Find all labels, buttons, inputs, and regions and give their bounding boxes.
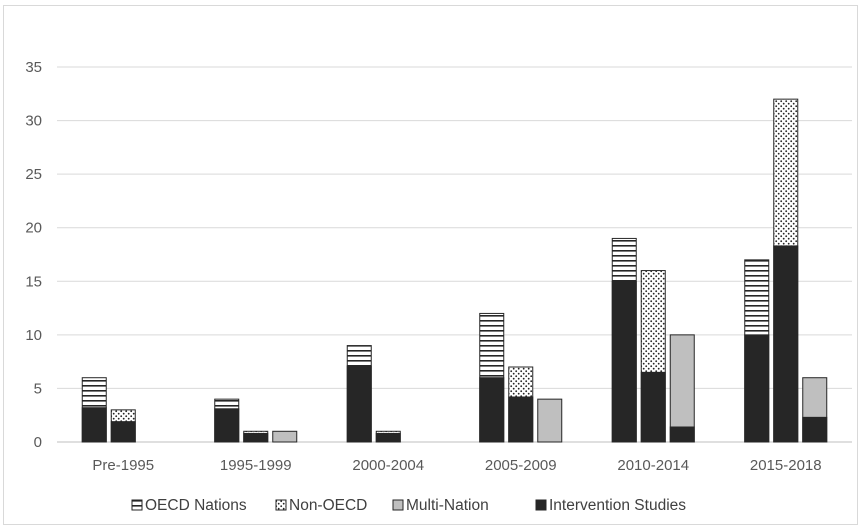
y-tick-label: 5 — [34, 380, 42, 397]
bar-intervention-studies — [480, 378, 504, 442]
bar-intervention-studies — [376, 433, 400, 442]
x-tick-label: 2000-2004 — [352, 457, 424, 474]
y-tick-label: 30 — [25, 113, 42, 130]
bar-multi-nation — [670, 335, 694, 442]
legend-item: Non-OECD — [276, 497, 367, 514]
y-tick-label: 35 — [25, 59, 42, 76]
legend-item: Multi-Nation — [393, 497, 489, 514]
y-tick-label: 0 — [34, 434, 42, 451]
x-tick-label: Pre-1995 — [92, 457, 154, 474]
legend-swatch — [132, 500, 142, 510]
x-tick-label: 2010-2014 — [617, 457, 689, 474]
legend-item: Intervention Studies — [536, 497, 686, 514]
bar-intervention-studies — [347, 366, 371, 442]
bar-intervention-studies — [244, 433, 268, 442]
bars — [82, 99, 827, 442]
bar-intervention-studies — [745, 335, 769, 442]
bar-intervention-studies — [509, 397, 533, 442]
legend-label: Non-OECD — [289, 497, 367, 514]
bar-intervention-studies — [82, 408, 106, 442]
bar-intervention-studies — [641, 372, 665, 442]
bar-intervention-studies — [612, 281, 636, 442]
bar-multi-nation — [538, 399, 562, 442]
legend: OECD Nations Non-OECD Multi-Nation Interven… — [132, 497, 686, 514]
bar-intervention-studies — [774, 246, 798, 442]
y-tick-label: 15 — [25, 273, 42, 290]
x-tick-label: 2005-2009 — [485, 457, 557, 474]
y-tick-label: 25 — [25, 166, 42, 183]
legend-item: OECD Nations — [132, 497, 247, 514]
y-axis-ticks: 0 5 10 15 20 25 30 35 — [25, 59, 42, 451]
y-tick-label: 10 — [25, 327, 42, 344]
legend-swatch — [393, 500, 403, 510]
bar-multi-nation — [273, 431, 297, 442]
legend-label: OECD Nations — [145, 497, 247, 514]
y-tick-label: 20 — [25, 220, 42, 237]
legend-label: Intervention Studies — [549, 497, 686, 514]
bar-intervention-studies — [215, 409, 239, 442]
bar-intervention-studies — [803, 417, 827, 442]
legend-swatch — [536, 500, 546, 510]
legend-swatch — [276, 500, 286, 510]
bar-intervention-studies — [670, 427, 694, 442]
bar-intervention-studies — [111, 422, 135, 442]
x-tick-label: 2015-2018 — [750, 457, 822, 474]
x-axis-ticks: Pre-1995 1995-1999 2000-2004 2005-2009 2010-… — [92, 457, 821, 474]
x-tick-label: 1995-1999 — [220, 457, 292, 474]
gridlines — [57, 67, 852, 442]
legend-label: Multi-Nation — [406, 497, 489, 514]
